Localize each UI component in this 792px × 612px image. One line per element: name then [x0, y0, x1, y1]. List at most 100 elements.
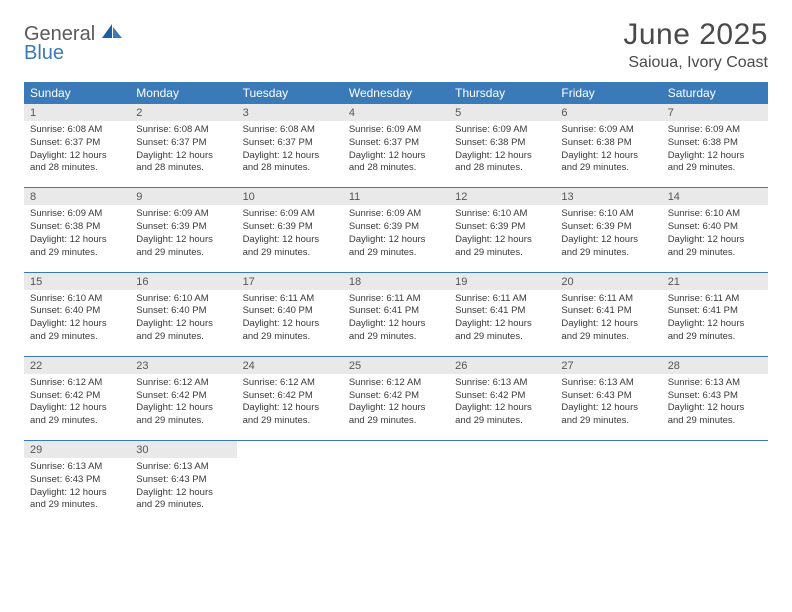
sunset-text: Sunset: 6:40 PM: [30, 305, 124, 318]
sunset-text: Sunset: 6:39 PM: [243, 221, 337, 234]
daylight-text-1: Daylight: 12 hours: [136, 150, 230, 163]
daylight-text-1: Daylight: 12 hours: [243, 150, 337, 163]
header: General Blue June 2025 Saioua, Ivory Coa…: [24, 18, 768, 72]
day-number: 17: [237, 273, 343, 290]
sunset-text: Sunset: 6:40 PM: [136, 305, 230, 318]
location-label: Saioua, Ivory Coast: [623, 54, 768, 72]
daylight-text-2: and 29 minutes.: [668, 415, 762, 428]
day-detail-cell: [662, 458, 768, 516]
day-number: [343, 441, 449, 458]
weekday-header: Sunday: [24, 82, 130, 104]
sunrise-text: Sunrise: 6:09 AM: [455, 124, 549, 137]
daylight-text-2: and 29 minutes.: [243, 247, 337, 260]
day-detail-cell: Sunrise: 6:11 AMSunset: 6:41 PMDaylight:…: [449, 290, 555, 357]
sunrise-text: Sunrise: 6:09 AM: [561, 124, 655, 137]
day-detail-cell: Sunrise: 6:08 AMSunset: 6:37 PMDaylight:…: [130, 121, 236, 188]
sunrise-text: Sunrise: 6:13 AM: [668, 377, 762, 390]
daylight-text-1: Daylight: 12 hours: [455, 402, 549, 415]
daylight-text-1: Daylight: 12 hours: [136, 234, 230, 247]
day-detail-cell: Sunrise: 6:13 AMSunset: 6:42 PMDaylight:…: [449, 374, 555, 441]
daylight-text-2: and 28 minutes.: [243, 162, 337, 175]
sunrise-text: Sunrise: 6:11 AM: [561, 293, 655, 306]
sunset-text: Sunset: 6:42 PM: [136, 390, 230, 403]
day-detail-cell: Sunrise: 6:10 AMSunset: 6:40 PMDaylight:…: [662, 205, 768, 272]
sunset-text: Sunset: 6:38 PM: [561, 137, 655, 150]
sunrise-text: Sunrise: 6:09 AM: [136, 208, 230, 221]
daylight-text-1: Daylight: 12 hours: [668, 402, 762, 415]
day-detail-row: Sunrise: 6:13 AMSunset: 6:43 PMDaylight:…: [24, 458, 768, 516]
sunset-text: Sunset: 6:43 PM: [668, 390, 762, 403]
daylight-text-2: and 29 minutes.: [30, 499, 124, 512]
daylight-text-1: Daylight: 12 hours: [136, 318, 230, 331]
day-number: 14: [662, 188, 768, 205]
sunset-text: Sunset: 6:42 PM: [349, 390, 443, 403]
day-number: [662, 441, 768, 458]
sunset-text: Sunset: 6:38 PM: [668, 137, 762, 150]
day-number: 30: [130, 441, 236, 458]
day-detail-cell: Sunrise: 6:09 AMSunset: 6:38 PMDaylight:…: [662, 121, 768, 188]
sunrise-text: Sunrise: 6:08 AM: [243, 124, 337, 137]
day-detail-row: Sunrise: 6:09 AM Sunset: 6:38 PM Daylight:…: [24, 205, 768, 272]
day-number: 9: [130, 188, 236, 205]
day-number: 18: [343, 273, 449, 290]
day-detail-cell: Sunrise: 6:10 AMSunset: 6:40 PMDaylight:…: [24, 290, 130, 357]
day-number: 12: [449, 188, 555, 205]
day-number: 21: [662, 273, 768, 290]
day-detail-cell: Sunrise: 6:10 AMSunset: 6:39 PMDaylight:…: [555, 205, 661, 272]
sunrise-text: Sunrise: 6:10 AM: [30, 293, 124, 306]
day-number: 15: [24, 273, 130, 290]
daylight-text-2: and 29 minutes.: [668, 162, 762, 175]
weekday-header: Wednesday: [343, 82, 449, 104]
daylight-text-1: Daylight: 12 hours: [136, 402, 230, 415]
sunrise-text: Sunrise: 6:12 AM: [30, 377, 124, 390]
daylight-text-2: and 29 minutes.: [136, 331, 230, 344]
daylight-text-2: and 29 minutes.: [455, 247, 549, 260]
day-detail-cell: [237, 458, 343, 516]
daylight-text-2: and 29 minutes.: [455, 331, 549, 344]
page-title: June 2025: [623, 18, 768, 52]
day-detail-row: Sunrise: 6:08 AM Sunset: 6:37 PM Daylight:…: [24, 121, 768, 188]
day-number: 1: [24, 104, 130, 121]
weekday-header: Friday: [555, 82, 661, 104]
sunset-text: Sunset: 6:39 PM: [349, 221, 443, 234]
sunrise-text: Sunrise: 6:10 AM: [668, 208, 762, 221]
sunrise-text: Sunrise: 6:10 AM: [561, 208, 655, 221]
day-detail-cell: Sunrise: 6:12 AMSunset: 6:42 PMDaylight:…: [24, 374, 130, 441]
sunrise-text: Sunrise: 6:13 AM: [561, 377, 655, 390]
sunset-text: Sunset: 6:40 PM: [668, 221, 762, 234]
day-number: 3: [237, 104, 343, 121]
day-detail-cell: Sunrise: 6:10 AMSunset: 6:40 PMDaylight:…: [130, 290, 236, 357]
daylight-text-2: and 29 minutes.: [561, 247, 655, 260]
logo-text-block: General Blue: [24, 24, 124, 63]
day-number: 16: [130, 273, 236, 290]
daylight-text-2: and 29 minutes.: [243, 331, 337, 344]
day-detail-cell: Sunrise: 6:11 AMSunset: 6:41 PMDaylight:…: [662, 290, 768, 357]
sunset-text: Sunset: 6:41 PM: [561, 305, 655, 318]
day-number: [237, 441, 343, 458]
weekday-header: Thursday: [449, 82, 555, 104]
sunset-text: Sunset: 6:41 PM: [668, 305, 762, 318]
sunset-text: Sunset: 6:41 PM: [349, 305, 443, 318]
sunrise-text: Sunrise: 6:12 AM: [243, 377, 337, 390]
day-number: 13: [555, 188, 661, 205]
sunset-text: Sunset: 6:43 PM: [136, 474, 230, 487]
sunrise-text: Sunrise: 6:12 AM: [136, 377, 230, 390]
day-number: 28: [662, 357, 768, 374]
day-number: 22: [24, 357, 130, 374]
sunset-text: Sunset: 6:37 PM: [349, 137, 443, 150]
day-number-row: 22232425262728: [24, 357, 768, 374]
day-detail-cell: Sunrise: 6:13 AMSunset: 6:43 PMDaylight:…: [130, 458, 236, 516]
sunrise-text: Sunrise: 6:08 AM: [136, 124, 230, 137]
daylight-text-1: Daylight: 12 hours: [349, 318, 443, 331]
day-detail-cell: [449, 458, 555, 516]
sunset-text: Sunset: 6:38 PM: [30, 221, 124, 234]
sunrise-text: Sunrise: 6:09 AM: [349, 208, 443, 221]
daylight-text-1: Daylight: 12 hours: [455, 150, 549, 163]
day-number: 24: [237, 357, 343, 374]
daylight-text-1: Daylight: 12 hours: [668, 318, 762, 331]
daylight-text-1: Daylight: 12 hours: [668, 150, 762, 163]
daylight-text-1: Daylight: 12 hours: [349, 234, 443, 247]
daylight-text-2: and 29 minutes.: [668, 247, 762, 260]
logo: General Blue: [24, 24, 124, 63]
sunrise-text: Sunrise: 6:10 AM: [136, 293, 230, 306]
